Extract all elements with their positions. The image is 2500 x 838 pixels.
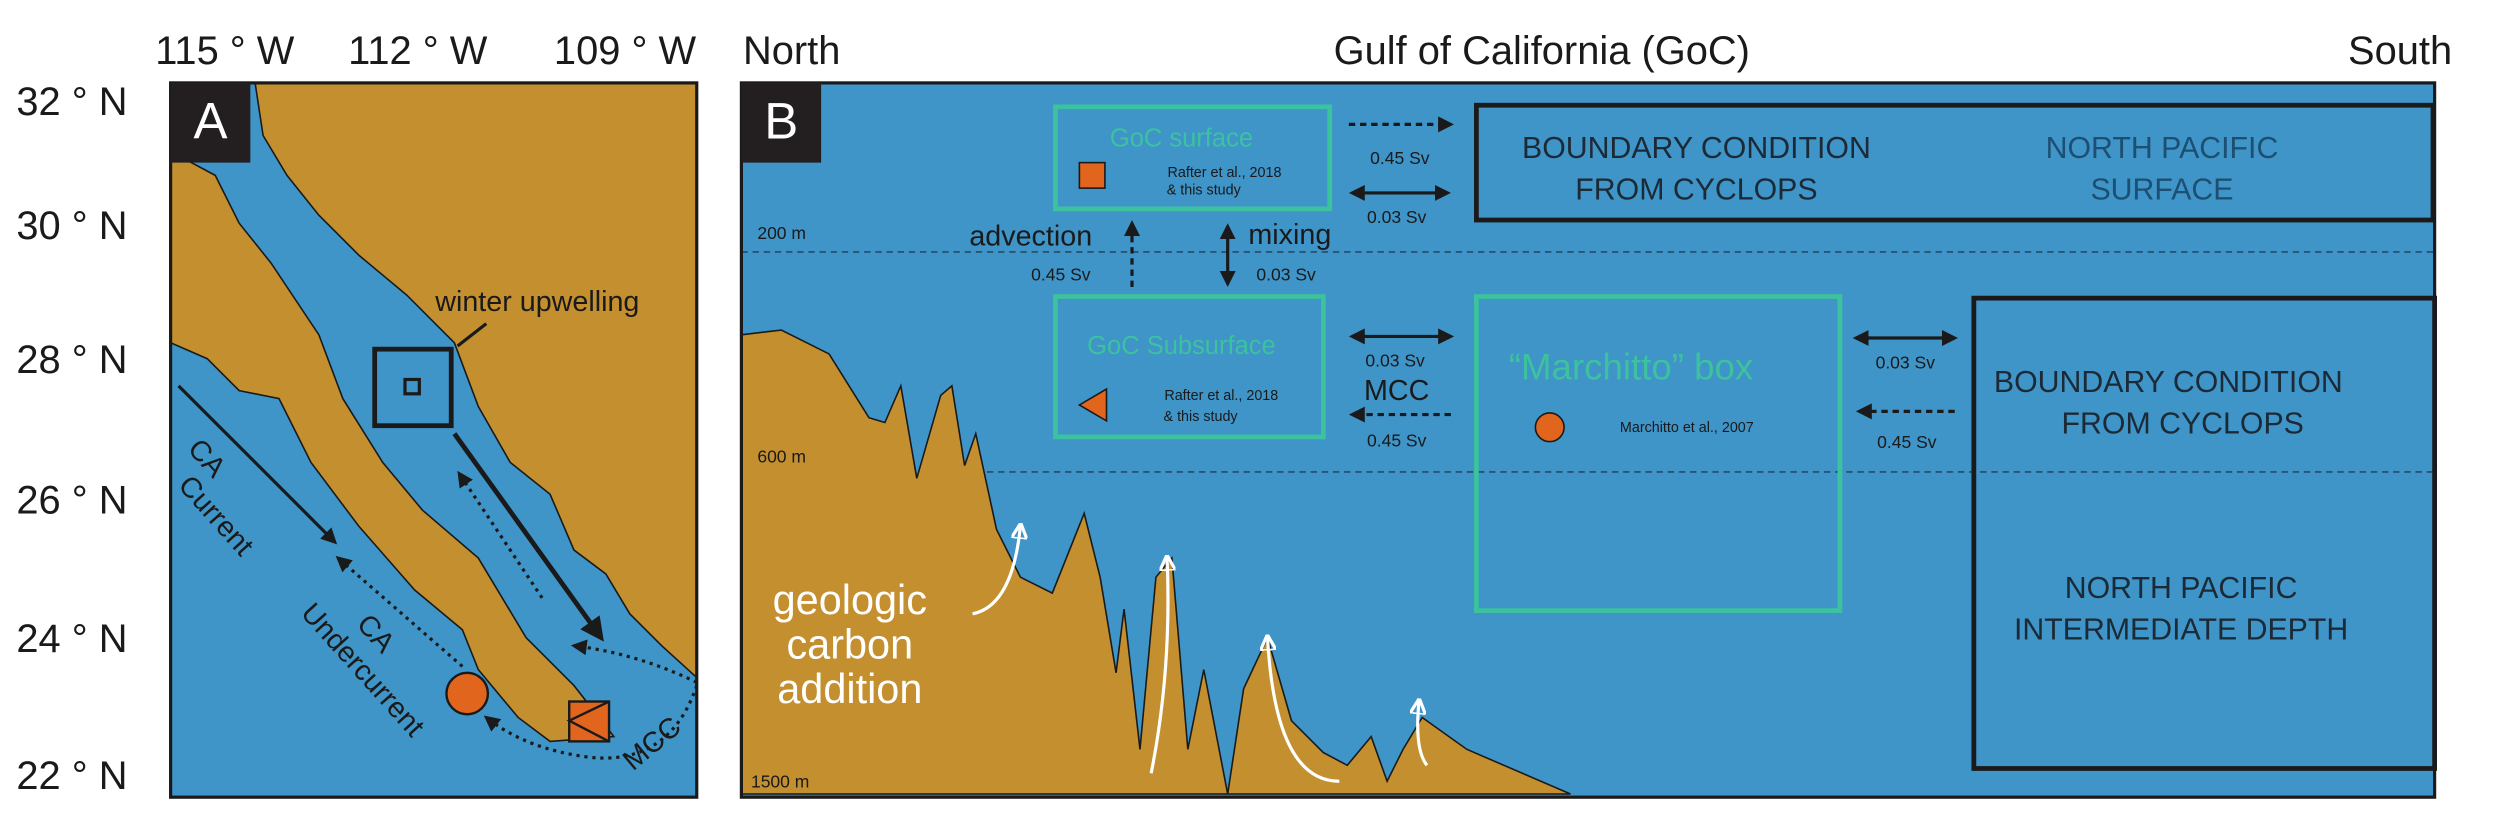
reference: Rafter et al., 2018 — [1164, 388, 1278, 404]
panel-a: A winter upwelling CA Current CA Undercu… — [169, 81, 699, 799]
box-title: “Marchitto” box — [1509, 346, 1753, 387]
carbon-arrow — [972, 526, 1021, 616]
lat-label: 28 ° N — [16, 338, 127, 382]
panel-letter: A — [193, 93, 227, 150]
lon-label: 112 ° W — [348, 29, 488, 73]
annotation: carbon — [786, 620, 913, 667]
lat-label: 26 ° N — [16, 478, 127, 522]
title: Gulf of California (GoC) — [1334, 29, 1750, 73]
annotation: winter upwelling — [434, 286, 639, 318]
flux-label: 0.03 Sv — [1365, 351, 1425, 371]
lat-label: 30 ° N — [16, 204, 127, 248]
carbon-arrow — [1418, 702, 1429, 767]
flux-label: 0.03 Sv — [1876, 352, 1936, 372]
lat-label: 22 ° N — [16, 754, 127, 798]
core-site — [403, 377, 421, 396]
lat-label: 24 ° N — [16, 617, 127, 661]
leader — [456, 322, 488, 348]
arrow — [483, 685, 699, 760]
carbon-arrow — [1149, 558, 1168, 774]
panel-letter: B — [764, 93, 798, 150]
depth-label: 1500 m — [751, 772, 809, 792]
box-label: BOUNDARY CONDITION — [1522, 132, 1871, 165]
letter-box — [741, 82, 822, 163]
flux-label: 0.03 Sv — [1367, 207, 1427, 227]
goc-subsurface-box — [1053, 294, 1326, 440]
marker — [1534, 412, 1565, 443]
arrow — [570, 639, 698, 684]
core-marker — [445, 671, 490, 716]
goc-surface-box — [1053, 104, 1333, 212]
box-title: GoC surface — [1110, 125, 1253, 153]
boundary-box — [1971, 295, 2438, 771]
depth-label: 200 m — [757, 223, 806, 243]
flux-label: mixing — [1248, 219, 1331, 251]
lon-label: 109 ° W — [554, 29, 697, 73]
boundary-box — [1474, 102, 2436, 223]
annotation: addition — [777, 665, 922, 712]
flux-label: 0.45 Sv — [1370, 148, 1430, 168]
study-box — [372, 346, 454, 429]
box-label: FROM CYCLOPS — [2062, 408, 2304, 441]
box-label: NORTH PACIFIC — [2065, 572, 2298, 605]
depth-label: 600 m — [757, 446, 806, 466]
box-label: FROM CYCLOPS — [1575, 173, 1817, 206]
marker — [1078, 161, 1106, 189]
core-marker — [566, 700, 610, 743]
frame — [169, 81, 699, 799]
core-marker — [568, 700, 611, 743]
reference: Marchitto et al., 2007 — [1620, 420, 1754, 436]
arrow — [335, 555, 464, 668]
flux-label: 0.45 Sv — [1031, 265, 1091, 285]
flux-label: 0.03 Sv — [1256, 265, 1316, 285]
flux-label: 0.45 Sv — [1367, 430, 1427, 450]
arrow — [452, 432, 604, 642]
arrow — [177, 384, 338, 545]
lon-label: 115 ° W — [155, 29, 295, 73]
mainland — [254, 82, 698, 680]
reference: Rafter et al., 2018 — [1168, 165, 1282, 181]
annotation: geologic — [773, 576, 927, 623]
box-title: GoC Subsurface — [1087, 332, 1276, 360]
flux-label: 0.45 Sv — [1877, 432, 1937, 452]
lat-label: 32 ° N — [16, 80, 127, 124]
carbon-arrow — [1268, 638, 1340, 783]
box-label: BOUNDARY CONDITION — [1994, 366, 2343, 399]
reference: & this study — [1164, 409, 1239, 425]
reference: & this study — [1167, 183, 1242, 199]
box-label: INTERMEDIATE DEPTH — [2014, 613, 2348, 646]
flux-label: advection — [969, 221, 1092, 253]
arrow — [457, 470, 544, 599]
seafloor — [740, 329, 1571, 795]
marchitto-box — [1474, 294, 1843, 614]
south-label: South — [2348, 29, 2452, 73]
north-label: North — [743, 29, 840, 73]
box-label: NORTH PACIFIC — [2046, 132, 2279, 165]
marker — [1077, 387, 1108, 423]
flux-label: MCC — [1364, 375, 1429, 407]
box-label: SURFACE — [2090, 173, 2233, 206]
panel-b: 200 m 600 m 1500 m B geologic carbon add… — [739, 81, 2438, 799]
letter-box — [170, 82, 251, 163]
